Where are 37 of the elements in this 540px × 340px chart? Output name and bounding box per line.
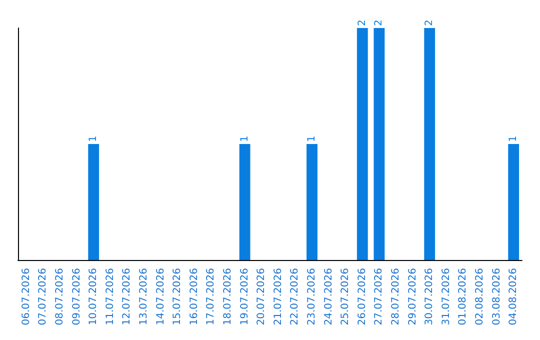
data-label: 2 [424, 20, 436, 26]
x-tick-label: 27.07.2026 [374, 268, 385, 326]
x-tick-label: 18.07.2026 [222, 268, 234, 326]
x-tick-label: 31.07.2026 [440, 268, 452, 326]
x-tick-label: 04.08.2026 [508, 268, 520, 326]
x-tick-label: 17.07.2026 [206, 268, 217, 326]
x-tick-label: 08.07.2026 [54, 268, 66, 326]
x-tick-label: 09.07.2026 [71, 268, 82, 326]
x-tick-label: 15.07.2026 [172, 268, 184, 326]
x-tick-label: 19.07.2026 [239, 268, 250, 326]
x-tick-label: 21.07.2026 [272, 268, 284, 326]
x-tick-label: 20.07.2026 [256, 268, 268, 326]
x-tick-label: 29.07.2026 [407, 268, 418, 326]
x-tick-label: 13.07.2026 [138, 268, 150, 326]
x-tick-label: 24.07.2026 [323, 268, 334, 326]
x-tick-label: 30.07.2026 [424, 268, 436, 326]
data-label: 2 [374, 20, 385, 26]
x-tick-label: 23.07.2026 [306, 268, 318, 326]
x-tick-label: 14.07.2026 [155, 268, 166, 326]
x-tick-label: 25.07.2026 [340, 268, 352, 326]
data-label: 1 [88, 136, 100, 142]
x-tick-label: 26.07.2026 [356, 268, 368, 326]
data-label: 1 [306, 136, 318, 142]
data-label: 1 [508, 136, 520, 142]
x-tick-label: 22.07.2026 [290, 268, 301, 326]
x-tick-label: 16.07.2026 [188, 268, 200, 326]
x-tick-label: 07.07.2026 [38, 268, 49, 326]
x-tick-label: 02.08.2026 [474, 268, 486, 326]
x-tick-label: 12.07.2026 [122, 268, 133, 326]
x-tick-label: 06.07.2026 [20, 268, 32, 326]
x-tick-label: 11.07.2026 [104, 268, 116, 326]
x-tick-label: 01.08.2026 [458, 268, 469, 326]
x-tick-label: 03.08.2026 [491, 268, 502, 326]
data-label: 1 [239, 136, 250, 142]
x-tick-label: 28.07.2026 [390, 268, 402, 326]
x-tick-label: 10.07.2026 [88, 268, 100, 326]
data-label: 2 [356, 20, 368, 26]
